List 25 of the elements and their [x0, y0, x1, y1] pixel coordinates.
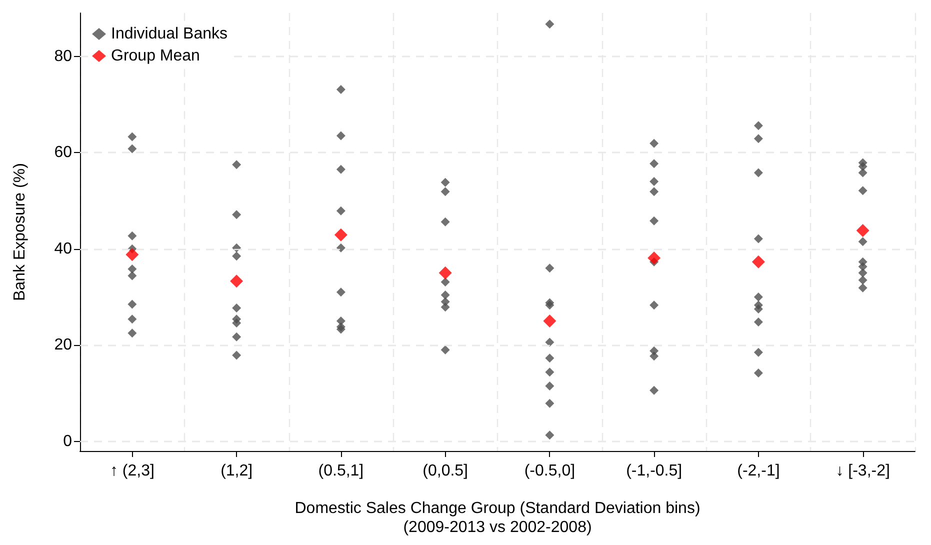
x-tick-label: ↑ (2,3]: [110, 462, 154, 480]
y-tick-label: 80: [54, 48, 72, 65]
x-tick-label: (0.5,1]: [318, 462, 364, 480]
x-tick-label: ↓ [-3,-2]: [836, 462, 890, 480]
y-tick-label: 20: [54, 336, 72, 354]
point: [230, 274, 244, 288]
y-axis-title: Bank Exposure (%): [12, 163, 28, 301]
point: [334, 228, 348, 242]
x-axis-title: Domestic Sales Change Group (Standard Deviation bins) (2009-2013 vs 2002-2008): [294, 500, 700, 536]
x-tick-label: (0,0.5]: [422, 462, 468, 480]
x-tick-label: (-1,-0.5]: [626, 462, 682, 480]
point: [648, 251, 661, 264]
x-tick-label: (-0.5,0]: [524, 462, 576, 480]
y-tick-label: 0: [63, 432, 72, 450]
point: [856, 224, 870, 238]
y-tick-label: 60: [54, 144, 72, 162]
legend-label: Group Mean: [111, 48, 200, 64]
x-tick-label: (-2,-1]: [737, 462, 780, 480]
point: [126, 248, 139, 262]
x-tick-label: (1,2]: [220, 462, 253, 480]
point: [752, 255, 765, 268]
point: [543, 314, 556, 328]
y-tick-label: 40: [54, 240, 72, 258]
legend-label: Individual Banks: [111, 26, 228, 42]
point: [438, 266, 452, 280]
